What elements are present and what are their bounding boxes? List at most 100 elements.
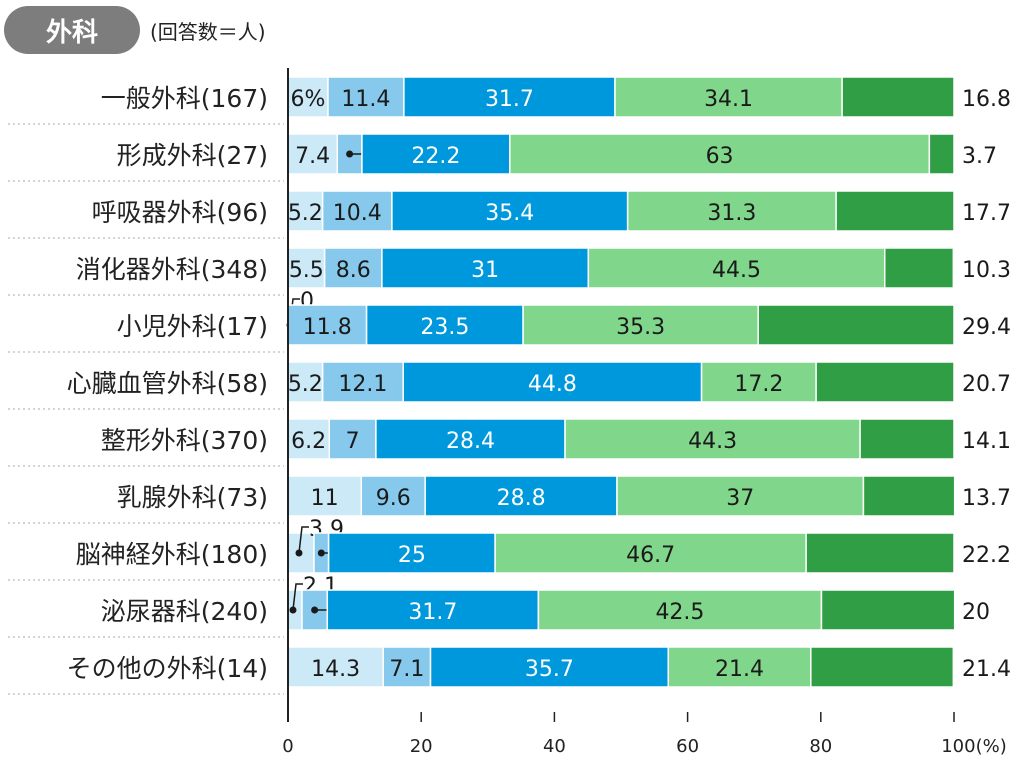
data-label: 63 [706, 144, 734, 169]
data-label: 6% [291, 87, 326, 112]
bar-segment [361, 133, 511, 175]
data-label: 11 [311, 486, 339, 511]
data-label: 44.3 [688, 429, 737, 454]
bar-segment [700, 361, 817, 403]
data-label: 28.4 [446, 429, 495, 454]
data-label: 7.1 [389, 657, 424, 682]
data-label: 42.5 [655, 600, 704, 625]
bar-segment [509, 133, 931, 175]
respondent-note: (回答数＝人) [150, 20, 266, 44]
category-label: 一般外科(167) [101, 84, 268, 113]
data-label: 5.2 [288, 372, 323, 397]
bar-segment [402, 361, 703, 403]
bar-segment [862, 475, 956, 517]
bar-segment [757, 304, 955, 346]
data-label: 5.2 [288, 201, 323, 226]
bar-segment [815, 361, 955, 403]
bar-segment [327, 532, 496, 574]
x-tick-label: 0 [282, 736, 293, 757]
data-label: 8.6 [336, 258, 371, 283]
bar-segment [381, 247, 590, 289]
bar-segment [382, 646, 432, 688]
callout-line [292, 583, 303, 611]
data-label: 35.4 [485, 201, 534, 226]
category-label: 消化器外科(348) [76, 255, 268, 284]
data-label: 21.4 [715, 657, 764, 682]
data-label: 46.7 [626, 543, 675, 568]
category-label: 心臓血管外科(58) [67, 369, 268, 398]
data-label: 35.7 [525, 657, 574, 682]
bar-segment [537, 589, 823, 631]
data-label: 35.3 [616, 315, 665, 340]
bar-segment [859, 418, 955, 460]
data-label: 31.7 [485, 87, 534, 112]
category-label: 呼吸器外科(96) [92, 198, 268, 227]
bar-segment [810, 646, 955, 688]
data-label: 34.1 [704, 87, 753, 112]
data-label: 31 [471, 258, 499, 283]
data-label: 22.2 [411, 144, 460, 169]
bar-segment [841, 76, 955, 118]
data-label: 44.8 [528, 372, 577, 397]
bar-segment [614, 76, 843, 118]
bar-segment [522, 304, 759, 346]
bar-segment [820, 589, 956, 631]
data-label: 37 [726, 486, 754, 511]
data-label: 7.4 [295, 144, 330, 169]
x-tick-label: 100(%) [941, 736, 1007, 757]
category-label: 整形外科(370) [101, 426, 268, 455]
data-label: 20 [962, 600, 990, 625]
bar-segment [835, 190, 955, 232]
data-label: 31.3 [707, 201, 756, 226]
bar-segment [424, 475, 618, 517]
category-label: 泌尿器科(240) [101, 597, 268, 626]
x-tick-label: 80 [809, 736, 832, 757]
data-label: 11.4 [341, 87, 390, 112]
data-label: 6.2 [291, 429, 326, 454]
bar-segment [360, 475, 426, 517]
category-label: 小児外科(17) [117, 312, 268, 341]
data-label: 21.4 [962, 657, 1011, 682]
x-tick-label: 60 [676, 736, 699, 757]
data-label: 3.7 [962, 144, 997, 169]
callout-line [298, 526, 309, 554]
x-tick-label: 40 [543, 736, 566, 757]
data-label: 20.7 [962, 372, 1011, 397]
data-label: 11.8 [303, 315, 352, 340]
data-label: 25 [398, 543, 426, 568]
category-label: 脳神経外科(180) [76, 540, 268, 569]
category-label: 乳腺外科(73) [117, 483, 268, 512]
data-label: 16.8 [962, 87, 1011, 112]
bar-segment [287, 646, 384, 688]
data-label: 44.5 [712, 258, 761, 283]
bar-segment [564, 418, 861, 460]
bar-segment [328, 418, 377, 460]
bar-segment [287, 475, 363, 517]
bar-segment [287, 190, 324, 232]
category-label: その他の外科(14) [67, 654, 268, 683]
data-label: 10.3 [962, 258, 1011, 283]
data-label: 22.2 [962, 543, 1011, 568]
bar-segment [365, 304, 524, 346]
category-badge: 外科 [4, 6, 140, 54]
data-label: 13.7 [962, 486, 1011, 511]
data-label: 9.6 [376, 486, 411, 511]
data-label: 29.4 [962, 315, 1011, 340]
bar-segment [321, 361, 404, 403]
bar-segment [626, 190, 837, 232]
bar-segment [587, 247, 886, 289]
bar-segment [287, 133, 339, 175]
bar-segment [928, 133, 955, 175]
bar-segment [883, 247, 955, 289]
data-label: 31.7 [408, 600, 457, 625]
data-label: 7 [346, 429, 360, 454]
bar-segment [326, 589, 540, 631]
data-label: 23.5 [420, 315, 469, 340]
category-label: 形成外科(27) [117, 141, 268, 170]
bar-segment [321, 190, 393, 232]
bar-segment [429, 646, 670, 688]
data-label: 17.7 [962, 201, 1011, 226]
x-tick-label: 20 [410, 736, 433, 757]
